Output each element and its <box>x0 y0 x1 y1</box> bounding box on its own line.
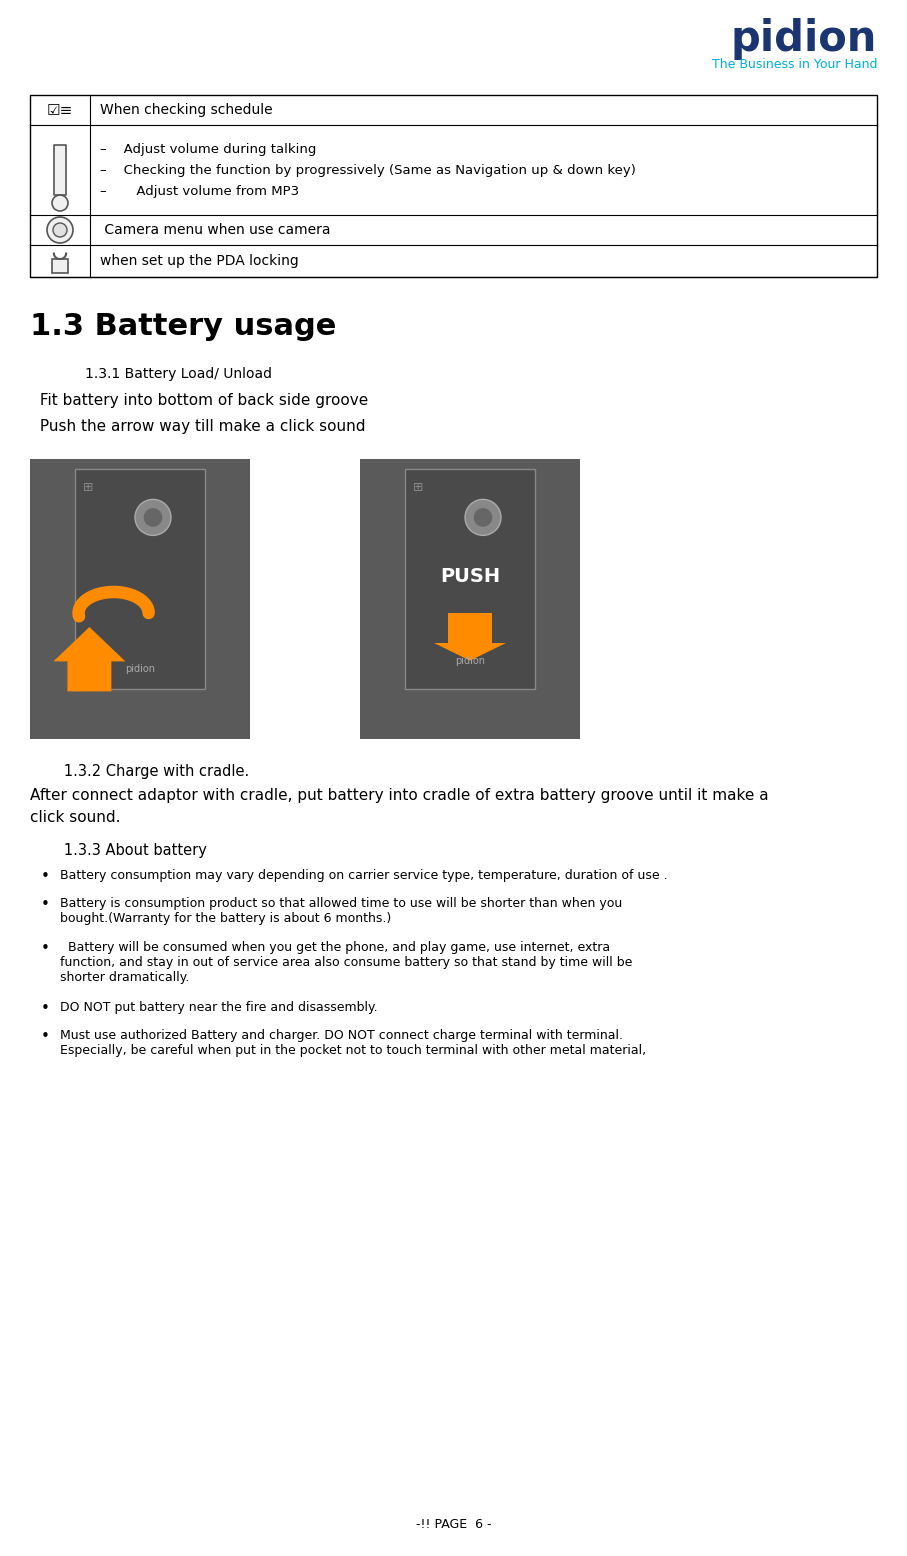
Text: 1.3 Battery usage: 1.3 Battery usage <box>30 313 336 341</box>
Text: Fit battery into bottom of back side groove: Fit battery into bottom of back side gro… <box>35 394 368 408</box>
Text: pidion: pidion <box>125 664 155 674</box>
Polygon shape <box>434 613 506 661</box>
Bar <box>30 459 250 739</box>
Circle shape <box>465 499 501 535</box>
Text: Battery consumption may vary depending on carrier service type, temperature, dur: Battery consumption may vary depending o… <box>60 868 668 882</box>
Text: pidion: pidion <box>731 19 877 61</box>
Text: •: • <box>41 941 50 955</box>
Bar <box>52 258 68 272</box>
Text: ☑≡: ☑≡ <box>47 103 73 118</box>
Bar <box>405 468 535 689</box>
Text: –    Adjust volume during talking
–    Checking the function by progressively (S: – Adjust volume during talking – Checkin… <box>100 143 636 198</box>
Circle shape <box>52 194 68 212</box>
Bar <box>75 468 205 689</box>
Text: pidion: pidion <box>455 655 485 666</box>
Text: •: • <box>41 1001 50 1016</box>
Text: 1.3.2 Charge with cradle.: 1.3.2 Charge with cradle. <box>50 764 249 780</box>
Text: when set up the PDA locking: when set up the PDA locking <box>100 254 298 268</box>
Text: Camera menu when use camera: Camera menu when use camera <box>100 223 330 237</box>
Text: Battery will be consumed when you get the phone, and play game, use internet, ex: Battery will be consumed when you get th… <box>60 941 632 983</box>
Text: The Business in Your Hand: The Business in Your Hand <box>711 58 877 72</box>
Text: click sound.: click sound. <box>30 811 121 825</box>
Circle shape <box>53 223 67 237</box>
Text: ⊞: ⊞ <box>413 481 424 493</box>
Circle shape <box>47 216 73 243</box>
Circle shape <box>473 507 493 527</box>
Text: PUSH: PUSH <box>440 566 500 587</box>
Text: -!! PAGE  6 -: -!! PAGE 6 - <box>415 1519 492 1531</box>
Text: DO NOT put battery near the fire and disassembly.: DO NOT put battery near the fire and dis… <box>60 1001 377 1015</box>
Text: •: • <box>41 868 50 884</box>
Bar <box>54 145 66 194</box>
Bar <box>30 95 877 277</box>
Text: When checking schedule: When checking schedule <box>100 103 273 117</box>
Text: Push the arrow way till make a click sound: Push the arrow way till make a click sou… <box>35 419 366 434</box>
Circle shape <box>135 499 171 535</box>
Circle shape <box>143 507 163 527</box>
Text: •: • <box>41 896 50 912</box>
Polygon shape <box>54 627 125 691</box>
Text: Battery is consumption product so that allowed time to use will be shorter than : Battery is consumption product so that a… <box>60 896 622 924</box>
Text: ⊞: ⊞ <box>83 481 93 493</box>
Text: •: • <box>41 1029 50 1044</box>
Text: After connect adaptor with cradle, put battery into cradle of extra battery groo: After connect adaptor with cradle, put b… <box>30 787 768 803</box>
Bar <box>360 459 580 739</box>
Text: 1.3.3 About battery: 1.3.3 About battery <box>50 843 207 857</box>
Text: Must use authorized Battery and charger. DO NOT connect charge terminal with ter: Must use authorized Battery and charger.… <box>60 1029 646 1057</box>
Text: 1.3.1 Battery Load/ Unload: 1.3.1 Battery Load/ Unload <box>85 367 272 381</box>
